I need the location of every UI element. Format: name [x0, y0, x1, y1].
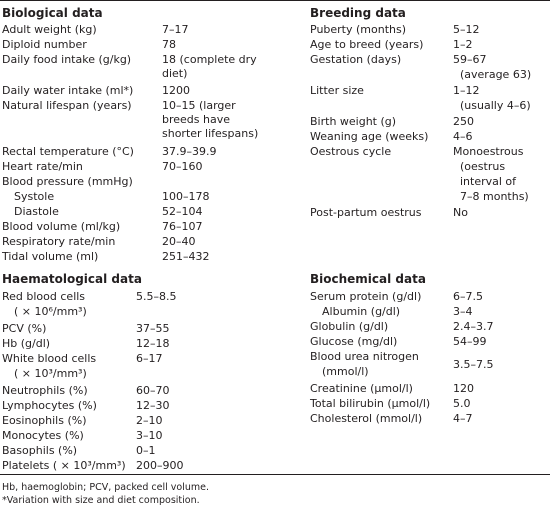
row-value: 52–104 — [162, 205, 203, 218]
row-value: No — [453, 206, 468, 219]
row-value: 3–10 — [136, 429, 163, 442]
row-label-unit: (mmol/l) — [322, 365, 369, 378]
row-value: 3.5–7.5 — [453, 358, 494, 371]
row-value: 1–2 — [453, 38, 473, 51]
row-label: Serum protein (g/dl) — [310, 290, 422, 303]
row-value-note: (usually 4–6) — [460, 99, 531, 112]
row-value: 7–17 — [162, 23, 189, 36]
row-label: Lymphocytes (%) — [2, 399, 97, 412]
row-label-unit: ( × 10⁶/mm³) — [14, 305, 87, 318]
row-value: 37.9–39.9 — [162, 145, 217, 158]
row-label: Puberty (months) — [310, 23, 407, 36]
breeding-data-heading: Breeding data — [310, 6, 406, 20]
footnote-abbreviations: Hb, haemoglobin; PCV, packed cell volume… — [2, 482, 209, 493]
row-label: Platelets ( × 10³/mm³) — [2, 459, 126, 472]
row-label: Litter size — [310, 84, 364, 97]
row-value: 54–99 — [453, 335, 487, 348]
row-label: Birth weight (g) — [310, 115, 397, 128]
row-label: Heart rate/min — [2, 160, 83, 173]
row-label: Oestrous cycle — [310, 145, 392, 158]
row-label: Diploid number — [2, 38, 87, 51]
row-value: 60–70 — [136, 384, 170, 397]
row-value: 6–17 — [136, 352, 163, 365]
row-value: 12–18 — [136, 337, 170, 350]
row-value: 78 — [162, 38, 176, 51]
row-label: Tidal volume (ml) — [2, 250, 99, 263]
row-label: Albumin (g/dl) — [322, 305, 401, 318]
row-label: Systole — [14, 190, 55, 203]
row-label: Blood volume (ml/kg) — [2, 220, 121, 233]
row-value: 250 — [453, 115, 474, 128]
row-label: Gestation (days) — [310, 53, 402, 66]
row-value-note: interval of — [460, 175, 517, 188]
row-label-unit: ( × 10³/mm³) — [14, 367, 87, 380]
row-label: Globulin (g/dl) — [310, 320, 389, 333]
row-value: 20–40 — [162, 235, 196, 248]
row-label: Weaning age (weeks) — [310, 130, 429, 143]
row-value: 120 — [453, 382, 474, 395]
row-label: Monocytes (%) — [2, 429, 84, 442]
row-value: 59–67 — [453, 53, 487, 66]
table-top-rule — [0, 0, 550, 1]
row-value: 100–178 — [162, 190, 210, 203]
row-value: 5.5–8.5 — [136, 290, 177, 303]
row-value: 70–160 — [162, 160, 203, 173]
row-label: Daily food intake (g/kg) — [2, 53, 132, 66]
row-label: White blood cells — [2, 352, 97, 365]
row-label: Respiratory rate/min — [2, 235, 116, 248]
table-bottom-rule — [0, 474, 550, 475]
row-label: Eosinophils (%) — [2, 414, 87, 427]
row-value: 10–15 (larger breeds have shorter lifesp… — [162, 99, 259, 140]
row-value: 76–107 — [162, 220, 203, 233]
row-label: Neutrophils (%) — [2, 384, 88, 397]
row-value: 3–4 — [453, 305, 473, 318]
row-value: 2.4–3.7 — [453, 320, 494, 333]
row-label: Basophils (%) — [2, 444, 78, 457]
row-label: Blood pressure (mmHg) — [2, 175, 133, 188]
row-value: 5.0 — [453, 397, 471, 410]
row-label: Blood urea nitrogen — [310, 350, 419, 363]
row-value: 6–7.5 — [453, 290, 483, 303]
footnote-variation: *Variation with size and diet compositio… — [2, 495, 200, 506]
row-value: 1200 — [162, 84, 190, 97]
row-value: 12–30 — [136, 399, 170, 412]
row-label: Hb (g/dl) — [2, 337, 51, 350]
row-value: 251–432 — [162, 250, 210, 263]
row-value: 37–55 — [136, 322, 170, 335]
row-label: Age to breed (years) — [310, 38, 424, 51]
row-value: 4–6 — [453, 130, 473, 143]
row-value: 1–12 — [453, 84, 480, 97]
row-value: 200–900 — [136, 459, 184, 472]
row-label: Diastole — [14, 205, 59, 218]
row-label: Red blood cells — [2, 290, 86, 303]
row-value: 18 (complete dry diet) — [162, 53, 257, 80]
haematological-data-heading: Haematological data — [2, 272, 142, 286]
row-label: Natural lifespan (years) — [2, 99, 132, 112]
row-label: Creatinine (μmol/l) — [310, 382, 413, 395]
row-value: 4–7 — [453, 412, 473, 425]
row-value: 0–1 — [136, 444, 156, 457]
biochemical-data-heading: Biochemical data — [310, 272, 426, 286]
row-label: Total bilirubin (μmol/l) — [310, 397, 431, 410]
row-value: 2–10 — [136, 414, 163, 427]
row-label: Cholesterol (mmol/l) — [310, 412, 423, 425]
biological-data-heading: Biological data — [2, 6, 103, 20]
row-label: PCV (%) — [2, 322, 47, 335]
row-label: Adult weight (kg) — [2, 23, 97, 36]
row-value-note: (oestrus — [460, 160, 506, 173]
row-label: Glucose (mg/dl) — [310, 335, 398, 348]
row-value-note: 7–8 months) — [460, 190, 529, 203]
row-value: 5–12 — [453, 23, 480, 36]
row-label: Daily water intake (ml*) — [2, 84, 134, 97]
row-label: Rectal temperature (°C) — [2, 145, 134, 158]
row-value: Monoestrous — [453, 145, 524, 158]
row-label: Post-partum oestrus — [310, 206, 422, 219]
row-value-note: (average 63) — [460, 68, 532, 81]
